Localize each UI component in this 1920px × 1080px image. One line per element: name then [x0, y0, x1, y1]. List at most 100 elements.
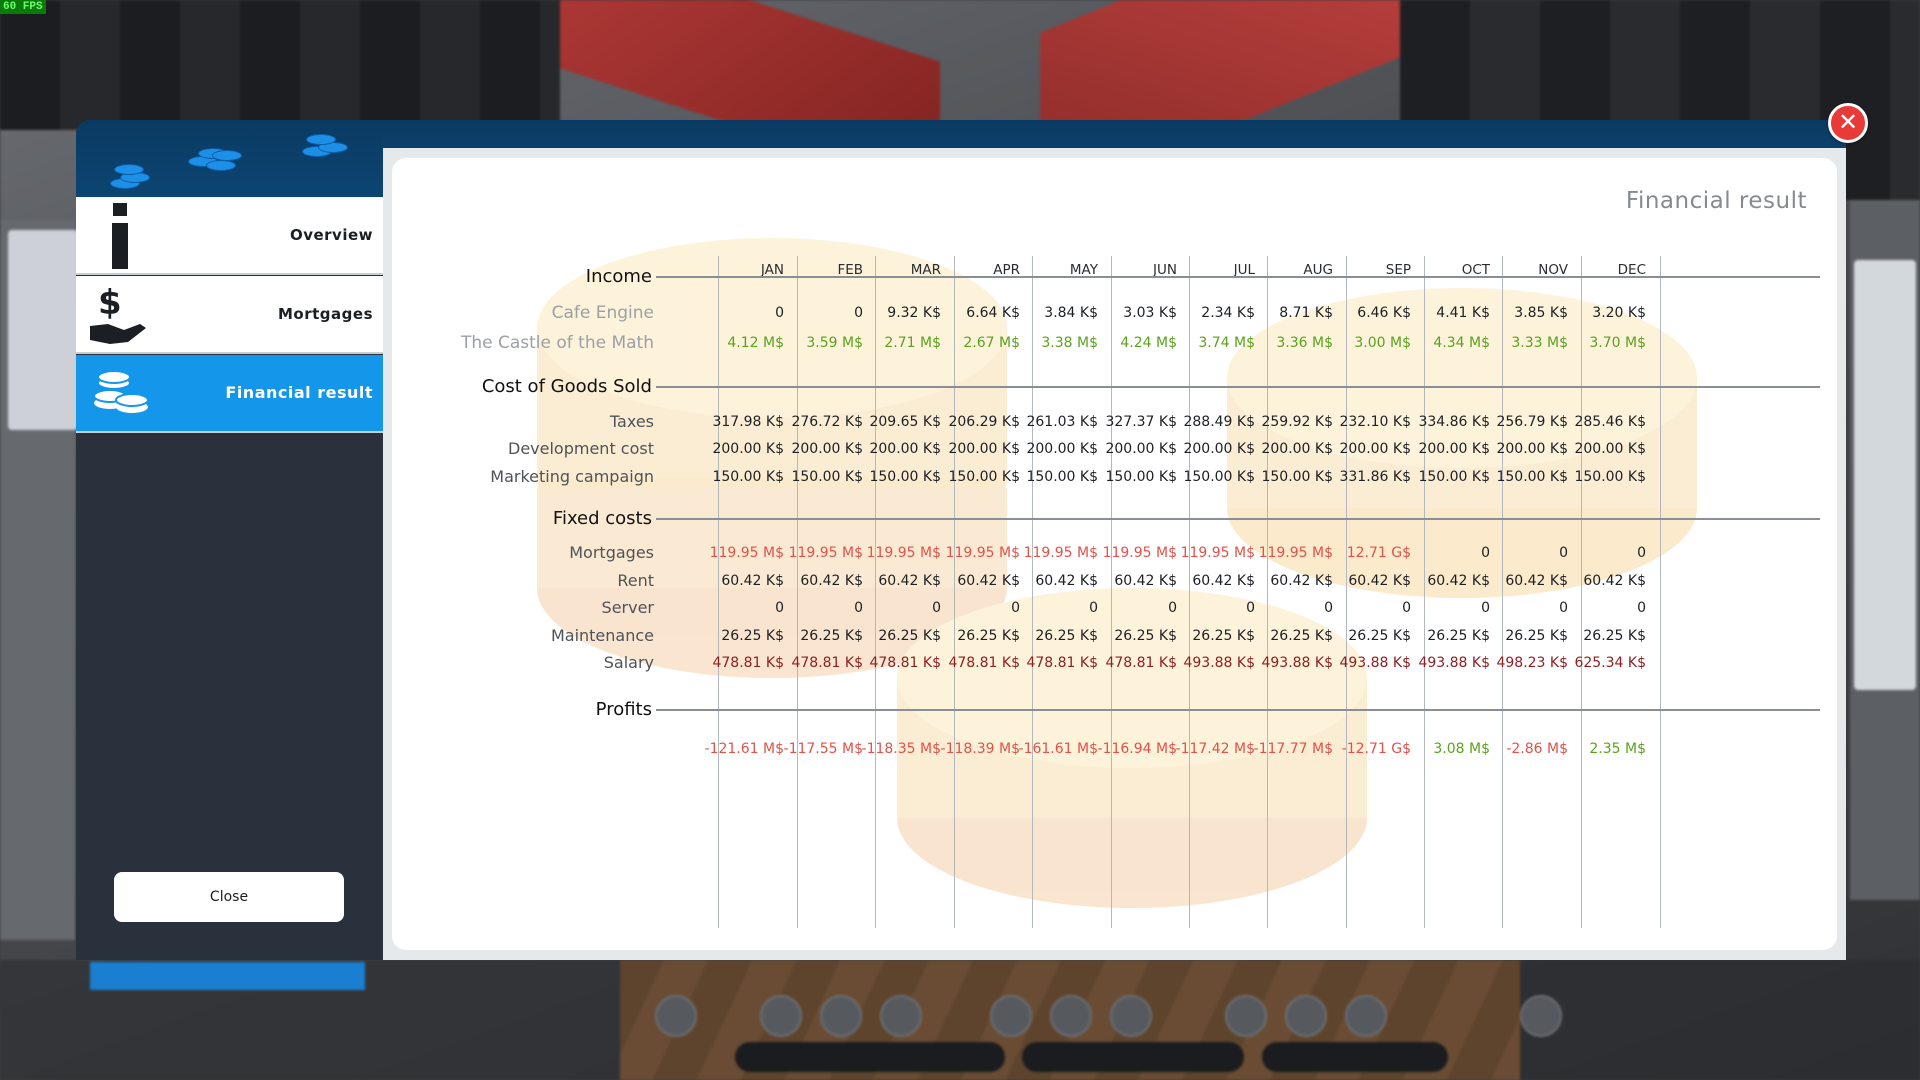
close-icon: ✕ [1837, 108, 1859, 136]
table-cell: 478.81 K$ [791, 655, 863, 671]
column-divider [875, 256, 876, 928]
column-divider [1502, 256, 1503, 928]
table-cell: 285.46 K$ [1574, 414, 1646, 430]
row-label: Taxes [609, 412, 654, 431]
table-cell: 2.71 M$ [884, 335, 941, 351]
hud-tool-icon [1050, 995, 1092, 1037]
table-cell: 150.00 K$ [1105, 469, 1177, 485]
table-cell: 60.42 K$ [1505, 573, 1568, 589]
table-cell: 478.81 K$ [869, 655, 941, 671]
table-cell: 3.36 M$ [1276, 335, 1333, 351]
month-header: JUL [1233, 262, 1255, 278]
section-title: Income [585, 266, 652, 287]
table-cell: -118.39 M$ [940, 741, 1020, 757]
table-cell: 334.86 K$ [1418, 414, 1490, 430]
table-cell: 26.25 K$ [1427, 628, 1490, 644]
sidebar-item-mortgages[interactable]: $ Mortgages [76, 276, 383, 354]
table-cell: 3.08 M$ [1433, 741, 1490, 757]
table-cell: 4.41 K$ [1436, 305, 1490, 321]
hud-money-bar [1022, 1042, 1244, 1072]
table-cell: 200.00 K$ [1574, 441, 1646, 457]
table-cell: 0 [1089, 600, 1098, 616]
right-hud-panel [1850, 200, 1920, 900]
table-cell: 288.49 K$ [1183, 414, 1255, 430]
table-cell: 60.42 K$ [1348, 573, 1411, 589]
info-icon [112, 203, 128, 269]
table-cell: 150.00 K$ [1496, 469, 1568, 485]
hud-tool-icon [1110, 995, 1152, 1037]
table-cell: 498.23 K$ [1496, 655, 1568, 671]
table-cell: 0 [1168, 600, 1177, 616]
table-cell: 8.71 K$ [1279, 305, 1333, 321]
table-cell: 0 [1559, 545, 1568, 561]
table-cell: 12.71 G$ [1346, 545, 1411, 561]
table-cell: 256.79 K$ [1496, 414, 1568, 430]
table-cell: 261.03 K$ [1026, 414, 1098, 430]
table-cell: 331.86 K$ [1339, 469, 1411, 485]
month-header: APR [993, 262, 1020, 278]
financial-result-panel: Financial result JAN FEB MAR APR MAY JUN JUL AU… [392, 158, 1837, 950]
table-cell: 119.95 M$ [1180, 545, 1255, 561]
table-cell: 3.74 M$ [1198, 335, 1255, 351]
sidebar-item-overview[interactable]: Overview [76, 197, 383, 275]
month-header: JUN [1153, 262, 1177, 278]
row-label: Cafe Engine [551, 303, 654, 323]
table-cell: 0 [1246, 600, 1255, 616]
table-cell: 2.35 M$ [1589, 741, 1646, 757]
table-cell: 0 [1324, 600, 1333, 616]
table-cell: 150.00 K$ [869, 469, 941, 485]
table-cell: -121.61 M$ [704, 741, 784, 757]
table-cell: 493.88 K$ [1418, 655, 1490, 671]
table-cell: 200.00 K$ [1496, 441, 1568, 457]
panel-title: Financial result [1625, 188, 1807, 214]
table-cell: 317.98 K$ [712, 414, 784, 430]
fps-counter: 60 FPS [0, 0, 46, 14]
table-cell: 493.88 K$ [1183, 655, 1255, 671]
table-cell: 478.81 K$ [1026, 655, 1098, 671]
column-divider [1111, 256, 1112, 928]
finance-sidebar: Overview $ Mortgages Financial result Cl… [76, 120, 383, 960]
table-cell: 26.25 K$ [878, 628, 941, 644]
table-cell: 3.33 M$ [1511, 335, 1568, 351]
row-label: Marketing campaign [490, 467, 654, 486]
column-divider [1032, 256, 1033, 928]
section-divider [656, 518, 1820, 520]
table-cell: 200.00 K$ [1339, 441, 1411, 457]
sidebar-header [76, 120, 383, 197]
dialog-close-button[interactable]: ✕ [1828, 103, 1868, 143]
table-cell: 0 [1559, 600, 1568, 616]
left-hud-panel [0, 220, 78, 940]
table-cell: 209.65 K$ [869, 414, 941, 430]
section-divider [656, 386, 1820, 388]
table-cell: 4.34 M$ [1433, 335, 1490, 351]
table-cell: 200.00 K$ [948, 441, 1020, 457]
coins-icon [93, 371, 149, 413]
table-cell: 2.34 K$ [1201, 305, 1255, 321]
svg-text:$: $ [98, 284, 122, 323]
table-cell: 200.00 K$ [1183, 441, 1255, 457]
table-cell: -117.55 M$ [783, 741, 863, 757]
hud-tool-icon [1225, 995, 1267, 1037]
column-divider [1424, 256, 1425, 928]
sidebar-item-financial-result[interactable]: Financial result [76, 355, 383, 433]
close-button[interactable]: Close [114, 872, 344, 922]
table-cell: 150.00 K$ [948, 469, 1020, 485]
column-divider [718, 256, 719, 928]
table-cell: 3.70 M$ [1589, 335, 1646, 351]
table-cell: 60.42 K$ [1583, 573, 1646, 589]
table-cell: 119.95 M$ [1102, 545, 1177, 561]
table-cell: -2.86 M$ [1506, 741, 1568, 757]
table-cell: 206.29 K$ [948, 414, 1020, 430]
table-cell: 26.25 K$ [1270, 628, 1333, 644]
month-header: AUG [1303, 262, 1333, 278]
table-cell: 327.37 K$ [1105, 414, 1177, 430]
month-header: SEP [1385, 262, 1411, 278]
table-cell: 150.00 K$ [1026, 469, 1098, 485]
hud-tool-icon [990, 995, 1032, 1037]
table-cell: 0 [1481, 600, 1490, 616]
section-divider [656, 709, 1820, 711]
table-cell: 26.25 K$ [800, 628, 863, 644]
column-divider [1267, 256, 1268, 928]
row-label: Rent [617, 571, 654, 590]
table-cell: 0 [1011, 600, 1020, 616]
